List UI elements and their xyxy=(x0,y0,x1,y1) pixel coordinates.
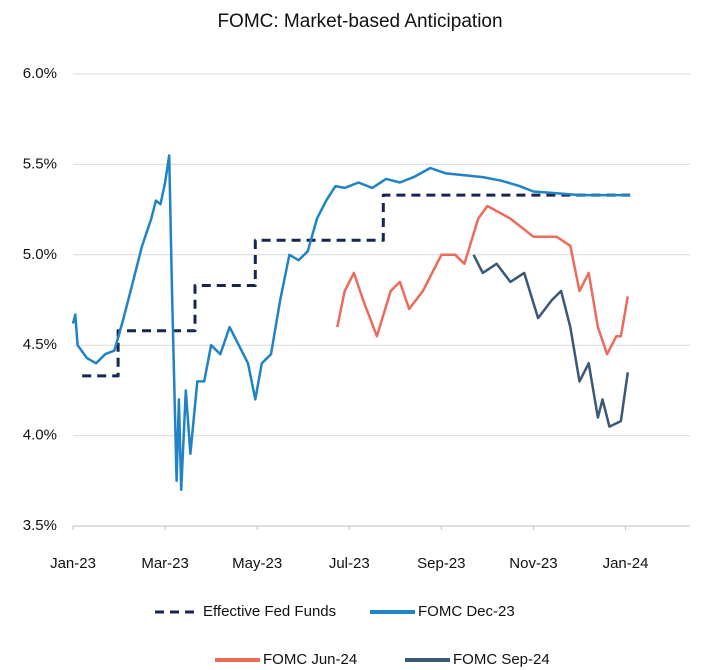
x-tick-label: Mar-23 xyxy=(141,555,189,572)
x-tick-label: Sep-23 xyxy=(417,555,465,572)
y-tick-label: 5.0% xyxy=(23,246,57,263)
legend-label: FOMC Sep-24 xyxy=(453,651,550,668)
y-tick-label: 3.5% xyxy=(23,517,57,534)
x-tick-label: Jul-23 xyxy=(329,555,370,572)
legend-label: Effective Fed Funds xyxy=(203,603,336,620)
y-tick-label: 6.0% xyxy=(23,65,57,82)
x-tick-label: May-23 xyxy=(232,555,282,572)
series-line xyxy=(336,204,630,356)
x-tick-label: Jan-24 xyxy=(603,555,649,572)
series-line xyxy=(472,254,630,428)
legend-label: FOMC Jun-24 xyxy=(263,651,357,668)
legend-label: FOMC Dec-23 xyxy=(418,603,515,620)
y-tick-label: 4.5% xyxy=(23,336,57,353)
series-line xyxy=(71,154,631,492)
y-tick-label: 5.5% xyxy=(23,155,57,172)
series-line xyxy=(82,193,631,378)
y-tick-label: 4.0% xyxy=(23,427,57,444)
x-tick-label: Nov-23 xyxy=(509,555,557,572)
x-tick-label: Jan-23 xyxy=(50,555,96,572)
chart-title: FOMC: Market-based Anticipation xyxy=(217,11,502,32)
